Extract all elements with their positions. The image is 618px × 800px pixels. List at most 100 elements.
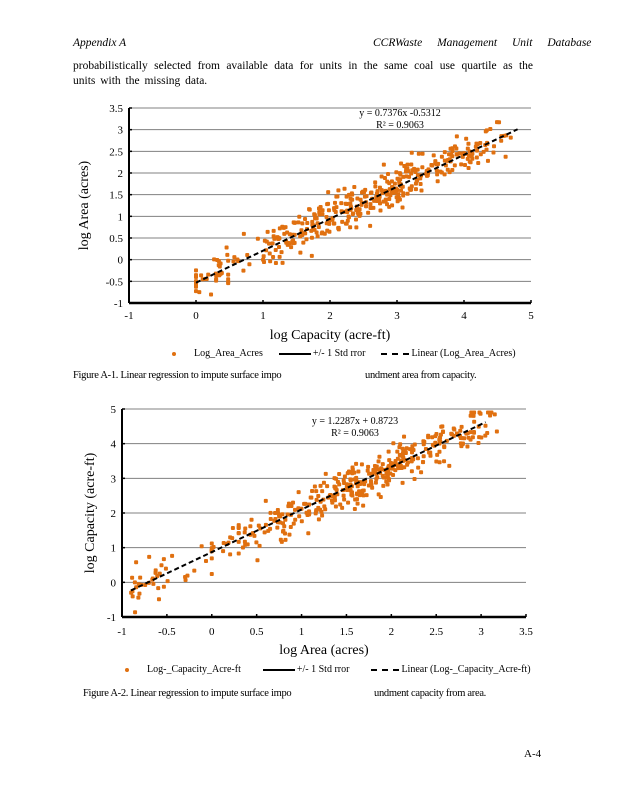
data-point — [224, 245, 229, 250]
data-point — [459, 424, 464, 429]
data-point — [361, 493, 366, 498]
data-point — [357, 489, 362, 494]
y-tick-label: -1 — [107, 612, 116, 624]
data-point — [217, 273, 222, 278]
data-point — [301, 240, 306, 245]
data-point — [385, 469, 390, 474]
data-point — [315, 234, 320, 239]
data-point — [339, 201, 344, 206]
data-point — [415, 167, 420, 172]
data-point — [354, 225, 359, 230]
data-point — [341, 493, 346, 498]
data-point — [209, 571, 214, 576]
data-point — [409, 184, 414, 189]
data-point — [156, 597, 161, 602]
data-point — [232, 255, 237, 260]
data-point — [310, 488, 315, 493]
data-point — [262, 530, 267, 535]
data-point — [320, 489, 325, 494]
body-paragraph: probabilistically selected from availabl… — [73, 60, 533, 87]
data-point — [296, 506, 301, 511]
data-point — [367, 471, 372, 476]
data-point — [312, 227, 317, 232]
x-tick-label: 3 — [478, 626, 484, 638]
data-point — [316, 517, 321, 522]
data-point — [433, 440, 438, 445]
x-tick-label: 0.5 — [250, 626, 264, 638]
data-point — [230, 536, 235, 541]
data-point — [409, 171, 414, 176]
data-point — [494, 429, 499, 434]
r-squared-label: R² = 0.9063 — [376, 120, 424, 131]
data-point — [438, 432, 443, 437]
data-point — [230, 526, 235, 531]
data-point — [345, 471, 350, 476]
data-point — [435, 179, 440, 184]
legend-label: Linear (Log_Area_Acres) — [411, 348, 516, 359]
legend-label: Linear (Log-_Capacity_Acre-ft) — [401, 664, 531, 675]
data-point — [280, 521, 285, 526]
data-point — [228, 552, 233, 557]
data-point — [241, 268, 246, 273]
data-point — [356, 212, 361, 217]
data-point — [283, 517, 288, 522]
data-point — [325, 202, 330, 207]
data-point — [373, 180, 378, 185]
x-tick-label: 3.5 — [519, 626, 533, 638]
data-point — [368, 223, 373, 228]
data-point — [297, 214, 302, 219]
data-point — [267, 251, 272, 256]
data-point — [404, 174, 409, 179]
x-axis-label: log Capacity (acre-ft) — [270, 328, 391, 343]
data-point — [384, 479, 389, 484]
data-point — [485, 158, 490, 163]
data-point — [439, 424, 444, 429]
data-point — [275, 508, 280, 513]
data-point — [267, 241, 272, 246]
y-tick-label: 2 — [118, 168, 124, 180]
x-tick-label: -1 — [124, 310, 133, 322]
data-point — [293, 517, 298, 522]
data-point — [410, 450, 415, 455]
data-point — [403, 450, 408, 455]
data-point — [136, 595, 141, 600]
data-point — [291, 500, 296, 505]
data-point — [379, 466, 384, 471]
data-point — [268, 526, 273, 531]
data-point — [499, 138, 504, 143]
data-point — [366, 210, 371, 215]
data-point — [350, 211, 355, 216]
y-tick-label: -1 — [114, 298, 123, 310]
data-point — [418, 176, 423, 181]
scatter-series — [129, 410, 499, 615]
trendline — [195, 128, 519, 284]
data-point — [364, 204, 369, 209]
y-tick-label: 1.5 — [109, 190, 123, 202]
data-point — [433, 434, 438, 439]
page-number: A-4 — [524, 748, 542, 760]
data-point — [130, 594, 135, 599]
data-point — [354, 475, 359, 480]
data-point — [132, 580, 137, 585]
data-point — [397, 179, 402, 184]
data-point — [308, 495, 313, 500]
data-point — [399, 466, 404, 471]
data-point — [378, 201, 383, 206]
data-point — [416, 151, 421, 156]
data-point — [324, 215, 329, 220]
data-point — [199, 273, 204, 278]
data-point — [412, 442, 417, 447]
data-point — [309, 228, 314, 233]
data-point — [380, 462, 385, 467]
data-point — [320, 208, 325, 213]
data-point — [283, 531, 288, 536]
figure-a2-plot: -1 0 1 2 3 4 5 -1 -0.5 0 0.5 1 1.5 2 2.5 3 3.5 log Area (… — [83, 404, 533, 657]
equation-label: y = 0.7376x -0.5312 — [359, 108, 440, 119]
data-point — [467, 159, 472, 164]
data-point — [508, 135, 513, 140]
data-point — [183, 578, 188, 583]
data-point — [291, 238, 296, 243]
data-point — [298, 250, 303, 255]
data-point — [391, 472, 396, 477]
data-point — [226, 281, 231, 286]
